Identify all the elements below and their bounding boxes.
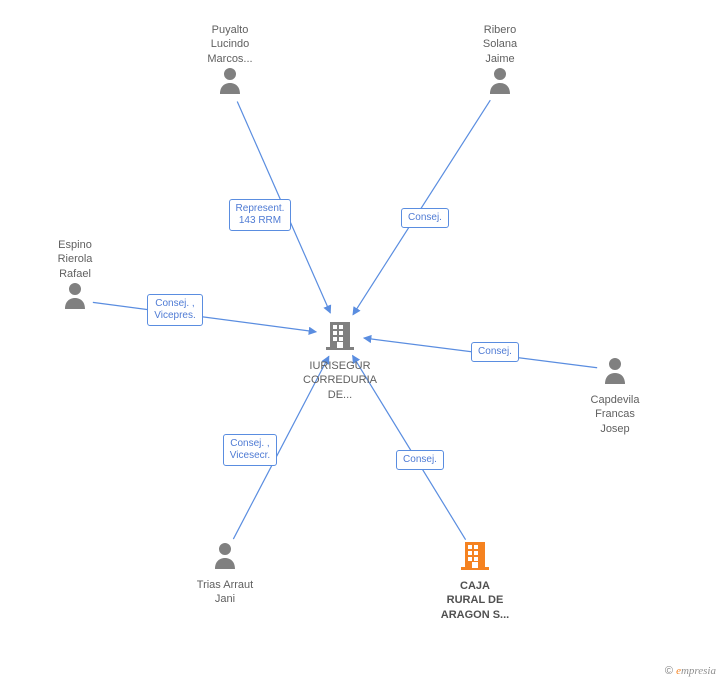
node-caja[interactable]: CAJARURAL DEARAGON S... [441, 540, 509, 622]
edge-label: Consej. ,Vicepres. [147, 294, 203, 326]
brand-rest: mpresia [681, 665, 716, 677]
person-icon [58, 281, 93, 314]
node-label: IURISEGURCORREDURIADE... [303, 359, 377, 402]
person-icon [591, 356, 640, 389]
edge-label: Consej. [401, 208, 449, 228]
person-icon [197, 541, 253, 574]
node-label: PuyaltoLucindoMarcos... [207, 23, 252, 66]
copyright-symbol: © [665, 665, 673, 677]
edge-label: Represent.143 RRM [229, 199, 292, 231]
edge-label: Consej. [471, 342, 519, 362]
building-icon [303, 320, 377, 355]
copyright: © empresia [665, 665, 716, 677]
node-label: CAJARURAL DEARAGON S... [441, 579, 509, 622]
edge [93, 302, 316, 332]
node-ribero[interactable]: RiberoSolanaJaime [483, 19, 517, 99]
person-icon [207, 66, 252, 99]
building-icon [441, 540, 509, 575]
edge-label: Consej. [396, 450, 444, 470]
edge-label: Consej. ,Vicesecr. [223, 434, 277, 466]
node-label: RiberoSolanaJaime [483, 23, 517, 66]
node-label: EspinoRierolaRafael [58, 238, 93, 281]
node-capdevila[interactable]: CapdevilaFrancasJosep [591, 356, 640, 436]
node-puyalto[interactable]: PuyaltoLucindoMarcos... [207, 19, 252, 99]
node-label: CapdevilaFrancasJosep [591, 393, 640, 436]
node-label: Trias ArrautJani [197, 578, 253, 607]
node-espino[interactable]: EspinoRierolaRafael [58, 234, 93, 314]
person-icon [483, 66, 517, 99]
node-trias[interactable]: Trias ArrautJani [197, 541, 253, 607]
center-node[interactable]: IURISEGURCORREDURIADE... [303, 320, 377, 402]
